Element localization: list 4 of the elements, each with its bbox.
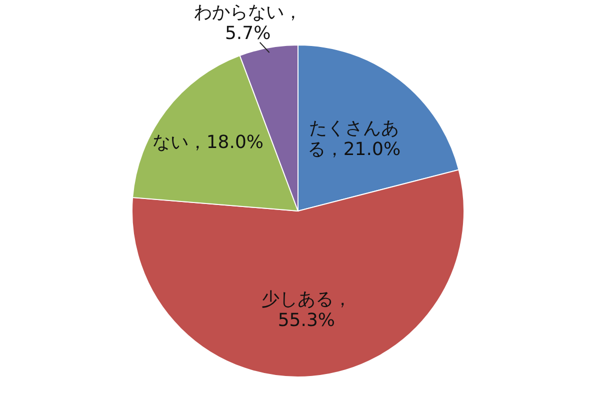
slice-label: ない，18.0%: [151, 132, 265, 154]
slice-label: わからない，5.7%: [192, 2, 303, 44]
slice-label: 少しある，55.3%: [260, 289, 352, 332]
slice-label: たくさんある，21.0%: [306, 118, 402, 160]
